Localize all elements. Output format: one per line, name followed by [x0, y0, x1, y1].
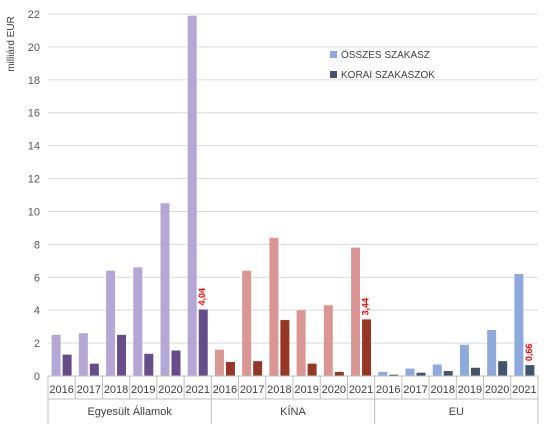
y-tick-label: 0	[34, 371, 40, 383]
bar-early-stages	[280, 320, 290, 376]
bar-all-stages	[51, 334, 61, 376]
bar-early-stages	[362, 319, 372, 376]
bar-early-stages	[171, 350, 181, 376]
bar-early-stages	[89, 363, 99, 376]
x-tick-label: 2021	[512, 384, 536, 396]
bar-all-stages	[323, 305, 333, 376]
bar-all-stages	[160, 203, 170, 376]
bar-early-stages	[416, 372, 426, 376]
x-tick-label: 2019	[458, 384, 482, 396]
x-tick-label: 2017	[403, 384, 427, 396]
bar-all-stages	[378, 371, 388, 376]
bar-early-stages	[144, 353, 154, 376]
data-label: 0,66	[524, 344, 534, 362]
x-tick-label: 2018	[430, 384, 454, 396]
bar-early-stages	[525, 365, 535, 376]
y-tick-label: 6	[34, 272, 40, 284]
x-tick-label: 2019	[294, 384, 318, 396]
group-label: EU	[449, 406, 464, 418]
bar-early-stages	[198, 309, 208, 376]
x-tick-label: 2017	[77, 384, 101, 396]
y-tick-label: 22	[28, 9, 40, 21]
x-tick-label: 2016	[213, 384, 237, 396]
y-tick-label: 8	[34, 239, 40, 251]
x-tick-label: 2020	[158, 384, 182, 396]
bar-all-stages	[133, 267, 143, 376]
legend-label: ÖSSZES SZAKASZ	[341, 49, 430, 61]
bar-all-stages	[405, 368, 415, 376]
x-tick-label: 2018	[104, 384, 128, 396]
y-tick-label: 14	[28, 141, 40, 153]
bar-all-stages	[78, 333, 88, 376]
bar-early-stages	[307, 363, 317, 376]
x-tick-label: 2020	[322, 384, 346, 396]
bar-all-stages	[487, 329, 497, 376]
legend-swatch	[330, 71, 337, 78]
bar-all-stages	[242, 270, 252, 376]
bar-early-stages	[498, 361, 508, 376]
y-tick-label: 4	[34, 305, 40, 317]
x-tick-label: 2016	[49, 384, 73, 396]
bar-all-stages	[106, 270, 116, 376]
bar-early-stages	[225, 362, 235, 376]
x-tick-label: 2017	[240, 384, 264, 396]
bar-early-stages	[443, 371, 453, 376]
y-tick-label: 20	[28, 42, 40, 54]
data-label: 3,44	[361, 298, 371, 316]
y-tick-label: 18	[28, 75, 40, 87]
bar-all-stages	[459, 344, 469, 376]
x-tick-label: 2018	[267, 384, 291, 396]
bar-all-stages	[269, 237, 279, 376]
y-tick-label: 10	[28, 206, 40, 218]
legend-label: KORAI SZAKASZOK	[341, 70, 435, 81]
y-tick-label: 2	[34, 338, 40, 350]
data-label: 4,04	[197, 288, 207, 306]
bar-early-stages	[334, 371, 344, 376]
bar-early-stages	[253, 361, 263, 376]
group-label: KÍNA	[280, 405, 306, 418]
bar-early-stages	[389, 374, 399, 376]
x-tick-label: 2021	[349, 384, 373, 396]
x-tick-label: 2016	[376, 384, 400, 396]
bar-early-stages	[117, 334, 127, 376]
bar-all-stages	[432, 364, 442, 376]
bar-all-stages	[296, 310, 306, 376]
bar-early-stages	[62, 354, 72, 376]
bar-all-stages	[514, 273, 524, 376]
bar-all-stages	[214, 349, 224, 376]
bar-all-stages	[351, 247, 361, 376]
legend-swatch	[330, 51, 337, 58]
x-tick-label: 2019	[131, 384, 155, 396]
y-tick-label: 16	[28, 108, 40, 120]
x-tick-label: 2021	[185, 384, 209, 396]
group-label: Egyesült Államok	[87, 405, 172, 418]
y-tick-label: 12	[28, 174, 40, 186]
bar-all-stages	[187, 15, 197, 377]
bar-early-stages	[470, 367, 480, 376]
y-axis-title: milliárd EUR	[6, 16, 17, 72]
x-tick-label: 2020	[485, 384, 509, 396]
